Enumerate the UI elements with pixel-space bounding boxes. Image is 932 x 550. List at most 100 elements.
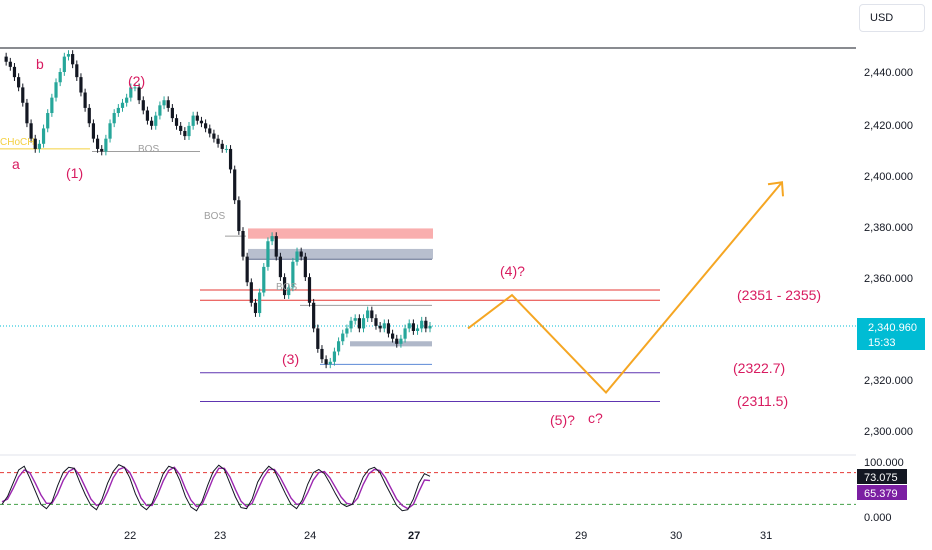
choch-label: CHoCH [0, 137, 34, 148]
candle-body [258, 292, 262, 314]
levels-layer [0, 148, 856, 403]
stoch-d-value: 65.379 [864, 488, 898, 500]
candle-body [245, 256, 249, 283]
candle-body [266, 241, 270, 267]
zone-label-upper: (2351 - 2355) [737, 287, 821, 303]
countdown-timer: 15:33 [868, 337, 896, 349]
zone-labels: (2351 - 2355) (2322.7) (2311.5) [733, 287, 821, 409]
candle-body [249, 282, 253, 303]
candle-body [253, 302, 258, 314]
current-price-badge: 2,340.960 15:33 [857, 318, 925, 350]
candle-body [104, 138, 108, 152]
candle-body [149, 120, 154, 126]
projection-path [467, 181, 783, 395]
candle-body [170, 107, 174, 119]
candle-body [407, 323, 411, 329]
candle-body [366, 310, 370, 319]
bos-label: BOS [276, 282, 297, 293]
supply-zone-gray [248, 248, 433, 260]
candle-body [100, 148, 104, 152]
candle-body [278, 256, 283, 278]
candle-body [66, 54, 71, 57]
wave-label-b: b [36, 56, 44, 72]
price-tick: 2,380.000 [864, 222, 913, 234]
candle-body [303, 256, 307, 278]
candle-body [287, 287, 291, 296]
candle-body [295, 251, 299, 262]
price-axis[interactable]: 2,440.000 2,420.000 2,400.000 2,380.000 … [864, 67, 913, 438]
zone-label-lower: (2311.5) [737, 393, 788, 409]
candle-body [224, 148, 228, 150]
candle-body [4, 56, 8, 62]
price-tick: 2,320.000 [864, 375, 913, 387]
bos-label: BOS [138, 144, 159, 155]
current-price-value: 2,340.960 [868, 322, 917, 334]
projection-arrowhead [767, 181, 784, 197]
wave-label-2: (2) [128, 73, 145, 89]
wave-label-4: (4)? [500, 263, 525, 279]
wave-label-5: (5)? [550, 412, 575, 428]
candle-body [62, 56, 66, 72]
candle-body [41, 128, 46, 144]
candle-body [141, 100, 145, 111]
osc-tick: 100.000 [864, 457, 904, 469]
candle-body [75, 64, 79, 78]
currency-button[interactable]: USD [859, 4, 925, 32]
candle-body [415, 328, 420, 331]
candle-body [33, 138, 37, 149]
candle-body [46, 113, 50, 129]
stoch-d-line [1, 466, 431, 510]
candle-body [336, 341, 341, 352]
time-axis[interactable]: 22 23 24 27 29 30 31 [124, 530, 772, 542]
candle-body [8, 61, 12, 67]
oscillator-layer [0, 464, 856, 512]
candle-body [54, 82, 58, 98]
candle-body [91, 123, 96, 139]
candle-body [332, 351, 337, 362]
candle-body [262, 266, 266, 293]
bos-label: BOS [204, 211, 225, 222]
candle-body [395, 338, 399, 344]
candle-body [307, 277, 312, 303]
candle-body [37, 143, 41, 149]
price-tick: 2,400.000 [864, 171, 913, 183]
candle-body [71, 54, 75, 65]
candle-body [349, 320, 353, 329]
candle-body [112, 113, 116, 124]
wave-label-3: (3) [282, 351, 299, 367]
candle-body [187, 125, 191, 137]
candle-body [424, 320, 428, 329]
candle-body [361, 318, 366, 329]
time-tick: 24 [304, 530, 316, 542]
candles-layer [4, 50, 432, 369]
candle-body [370, 310, 374, 319]
candle-body [116, 107, 120, 114]
oscillator-axis: 100.000 0.000 73.075 65.379 [857, 457, 907, 524]
wave-label-1: (1) [66, 165, 83, 181]
time-tick-today: 27 [408, 530, 420, 542]
candle-body [17, 77, 21, 88]
candle-body [154, 115, 158, 126]
candle-body [428, 325, 432, 329]
supply-zone-red [248, 228, 433, 239]
candle-body [270, 236, 274, 242]
candle-body [12, 66, 17, 78]
candle-body [120, 102, 125, 108]
candle-body [29, 123, 33, 139]
candle-body [312, 302, 316, 329]
candle-body [399, 338, 403, 344]
candle-body [420, 320, 424, 329]
candle-body [316, 328, 320, 349]
candle-body [299, 251, 303, 257]
candle-body [133, 87, 137, 89]
stoch-k-value: 73.075 [864, 472, 898, 484]
candle-body [108, 123, 112, 139]
candle-body [282, 277, 287, 296]
time-tick: 31 [760, 530, 772, 542]
grid [0, 47, 856, 456]
candle-body [233, 169, 237, 201]
candle-body [328, 361, 332, 365]
candle-body [228, 148, 233, 170]
stoch-k-line [1, 464, 431, 512]
